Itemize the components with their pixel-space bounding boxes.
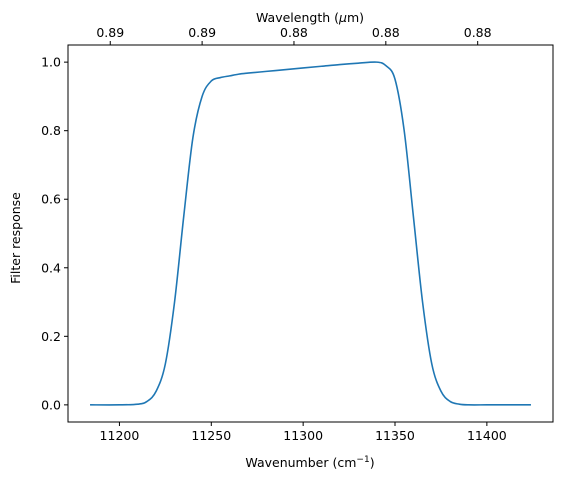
y-axis-label: Filter response <box>8 192 23 284</box>
x-tick-label: 11350 <box>375 428 415 443</box>
x-tick-label: 11300 <box>283 428 323 443</box>
y-tick-label: 1.0 <box>41 55 61 70</box>
top-x-tick-label: 0.88 <box>372 25 400 40</box>
filter-response-line <box>90 61 531 406</box>
y-tick-label: 0.6 <box>41 192 61 207</box>
plot-frame <box>67 44 554 423</box>
top-x-tick-label: 0.88 <box>280 25 308 40</box>
top-x-axis-label: Wavelength (μm) <box>256 10 364 25</box>
y-tick-label: 0.0 <box>41 397 61 412</box>
y-tick-label: 0.2 <box>41 329 61 344</box>
plot-area <box>90 61 531 406</box>
top-x-tick-label: 0.89 <box>188 25 216 40</box>
x-tick-label: 11400 <box>467 428 507 443</box>
y-tick-label: 0.4 <box>41 260 61 275</box>
top-x-tick-label: 0.89 <box>96 25 124 40</box>
x-axis-label: Wavenumber (cm−1) <box>245 455 374 470</box>
x-tick-label: 11250 <box>191 428 231 443</box>
axes: 11200 11250 11300 11350 11400 0.0 0.2 0.4 0.6 0.8… <box>41 25 507 443</box>
x-tick-label: 11200 <box>100 428 140 443</box>
top-x-tick-label: 0.88 <box>464 25 492 40</box>
y-tick-label: 0.8 <box>41 123 61 138</box>
